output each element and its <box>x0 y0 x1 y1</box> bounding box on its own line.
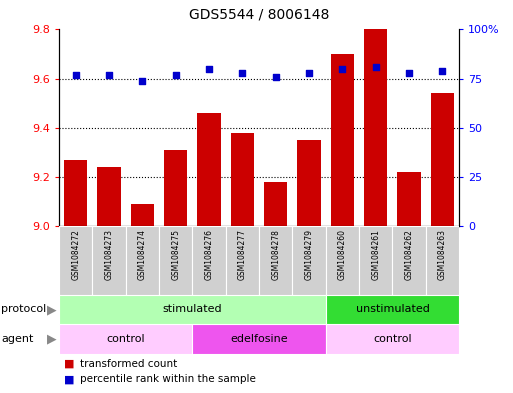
Bar <box>392 226 426 295</box>
Point <box>405 70 413 76</box>
Bar <box>326 295 459 324</box>
Point <box>71 72 80 78</box>
Point <box>371 64 380 70</box>
Text: GSM1084275: GSM1084275 <box>171 230 180 281</box>
Text: GSM1084274: GSM1084274 <box>138 230 147 281</box>
Bar <box>292 226 326 295</box>
Text: GSM1084261: GSM1084261 <box>371 230 380 280</box>
Text: GSM1084262: GSM1084262 <box>405 230 413 280</box>
Text: GSM1084273: GSM1084273 <box>105 230 113 281</box>
Bar <box>131 204 154 226</box>
Point <box>338 66 346 72</box>
Bar <box>326 226 359 295</box>
Text: ■: ■ <box>64 358 74 369</box>
Text: control: control <box>106 334 145 344</box>
Bar <box>364 29 387 226</box>
Bar <box>298 140 321 226</box>
Point <box>438 68 446 74</box>
Text: GSM1084260: GSM1084260 <box>338 230 347 281</box>
Text: agent: agent <box>1 334 33 344</box>
Bar <box>226 226 259 295</box>
Text: ■: ■ <box>64 374 74 384</box>
Point <box>271 73 280 80</box>
Bar <box>159 226 192 295</box>
Point <box>205 66 213 72</box>
Text: edelfosine: edelfosine <box>230 334 288 344</box>
Bar <box>97 167 121 226</box>
Bar <box>59 324 192 354</box>
Text: GSM1084276: GSM1084276 <box>205 230 213 281</box>
Text: GSM1084279: GSM1084279 <box>305 230 313 281</box>
Bar <box>126 226 159 295</box>
Point <box>305 70 313 76</box>
Text: control: control <box>373 334 412 344</box>
Bar <box>192 324 326 354</box>
Bar <box>259 226 292 295</box>
Text: percentile rank within the sample: percentile rank within the sample <box>80 374 255 384</box>
Bar <box>59 295 326 324</box>
Bar <box>192 226 226 295</box>
Bar <box>264 182 287 226</box>
Text: GSM1084278: GSM1084278 <box>271 230 280 280</box>
Bar <box>426 226 459 295</box>
Text: GDS5544 / 8006148: GDS5544 / 8006148 <box>189 7 329 22</box>
Text: unstimulated: unstimulated <box>356 305 429 314</box>
Bar <box>59 226 92 295</box>
Text: ▶: ▶ <box>47 332 56 345</box>
Text: GSM1084277: GSM1084277 <box>238 230 247 281</box>
Text: ▶: ▶ <box>47 303 56 316</box>
Bar <box>326 324 459 354</box>
Bar <box>398 172 421 226</box>
Point <box>238 70 246 76</box>
Text: transformed count: transformed count <box>80 358 177 369</box>
Point <box>105 72 113 78</box>
Bar <box>164 150 187 226</box>
Bar <box>359 226 392 295</box>
Bar <box>331 54 354 226</box>
Point <box>138 77 146 84</box>
Bar <box>431 93 454 226</box>
Bar <box>198 113 221 226</box>
Bar <box>231 132 254 226</box>
Point <box>171 72 180 78</box>
Text: GSM1084272: GSM1084272 <box>71 230 80 280</box>
Bar <box>64 160 87 226</box>
Text: protocol: protocol <box>1 305 46 314</box>
Text: GSM1084263: GSM1084263 <box>438 230 447 281</box>
Bar <box>92 226 126 295</box>
Text: stimulated: stimulated <box>163 305 222 314</box>
